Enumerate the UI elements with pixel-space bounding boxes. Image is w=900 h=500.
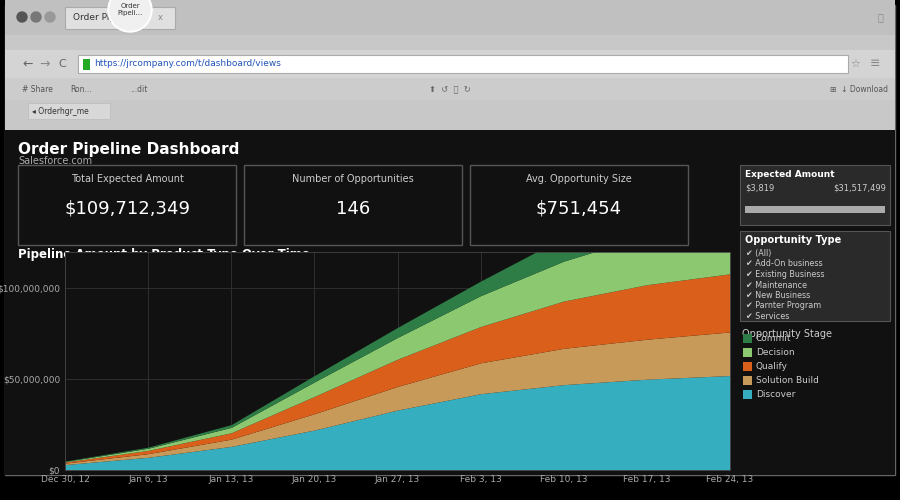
Bar (65, 7, 175, 29)
Bar (740, 165, 890, 225)
Text: Order Pipeline Dashboard: Order Pipeline Dashboard (18, 142, 239, 157)
Bar (743, 390, 752, 399)
Text: Order Pipeli...: Order Pipeli... (73, 14, 135, 22)
Circle shape (31, 12, 41, 22)
Text: x: x (158, 14, 163, 22)
Bar (78, 55, 848, 73)
Text: https://jrcompany.com/t/dashboard/views: https://jrcompany.com/t/dashboard/views (94, 60, 281, 68)
Text: Pipeline Amount by Product Type Over Time: Pipeline Amount by Product Type Over Tim… (18, 248, 310, 261)
Text: Total Expected Amount: Total Expected Amount (70, 174, 184, 184)
Text: Solution Build: Solution Build (756, 376, 819, 385)
Text: Salesforce.com: Salesforce.com (18, 156, 92, 166)
Text: ✔ New Business: ✔ New Business (746, 291, 810, 300)
Text: ✔ Parnter Program: ✔ Parnter Program (746, 302, 821, 310)
Circle shape (45, 12, 55, 22)
Text: Commit: Commit (756, 334, 791, 343)
Text: ☆: ☆ (850, 59, 860, 69)
Bar (740, 231, 890, 321)
Text: Opportunity Type: Opportunity Type (745, 235, 842, 245)
Text: ✔ (All): ✔ (All) (746, 249, 771, 258)
Text: Qualify: Qualify (756, 362, 788, 371)
Text: Discover: Discover (756, 390, 796, 399)
Text: →: → (40, 58, 50, 70)
Text: ✔ Maintenance: ✔ Maintenance (746, 280, 807, 289)
Text: Ron...: Ron... (70, 84, 92, 94)
Text: $3,819: $3,819 (745, 183, 774, 192)
Text: # Share: # Share (22, 84, 53, 94)
Text: Opportunity Stage: Opportunity Stage (742, 329, 832, 339)
Text: Avg. Opportunity Size: Avg. Opportunity Size (526, 174, 632, 184)
Circle shape (110, 0, 150, 30)
Text: ✔ Existing Business: ✔ Existing Business (746, 270, 824, 279)
Text: $751,454: $751,454 (536, 200, 622, 218)
Bar (28, 103, 110, 119)
Bar (5, 100, 895, 122)
Text: Number of Opportunities: Number of Opportunities (292, 174, 414, 184)
Text: Order
Pipeli...: Order Pipeli... (117, 4, 143, 16)
Text: ⊞  ↓ Download: ⊞ ↓ Download (830, 84, 888, 94)
Text: 146: 146 (336, 200, 370, 218)
Text: ⤢: ⤢ (878, 12, 883, 22)
Text: Decision: Decision (756, 348, 795, 357)
Text: C: C (58, 59, 66, 69)
Bar (5, 78, 895, 100)
Text: $31,517,499: $31,517,499 (833, 183, 886, 192)
Bar (743, 376, 752, 385)
Text: ⬆  ↺  ⓘ  ↻: ⬆ ↺ ⓘ ↻ (429, 84, 471, 94)
Bar (5, 0, 895, 35)
Bar (745, 206, 885, 213)
Circle shape (17, 12, 27, 22)
Bar (743, 334, 752, 343)
Text: Expected Amount: Expected Amount (745, 170, 834, 179)
Text: ...dit: ...dit (130, 84, 148, 94)
Text: ✔ Add-On business: ✔ Add-On business (746, 260, 823, 268)
Bar (5, 130, 895, 475)
Text: ←: ← (22, 58, 33, 70)
Bar (18, 165, 236, 245)
Bar (470, 165, 688, 245)
Bar (5, 50, 895, 78)
Bar (743, 362, 752, 371)
Circle shape (108, 0, 152, 32)
Bar (5, 0, 895, 130)
Text: ≡: ≡ (869, 58, 880, 70)
Bar (83, 59, 90, 70)
Text: $109,712,349: $109,712,349 (64, 200, 190, 218)
Text: ✔ Services: ✔ Services (746, 312, 789, 321)
Text: ◂ Orderhgr_me: ◂ Orderhgr_me (32, 106, 89, 116)
Bar (244, 165, 462, 245)
Bar (743, 348, 752, 357)
Bar (745, 206, 885, 213)
